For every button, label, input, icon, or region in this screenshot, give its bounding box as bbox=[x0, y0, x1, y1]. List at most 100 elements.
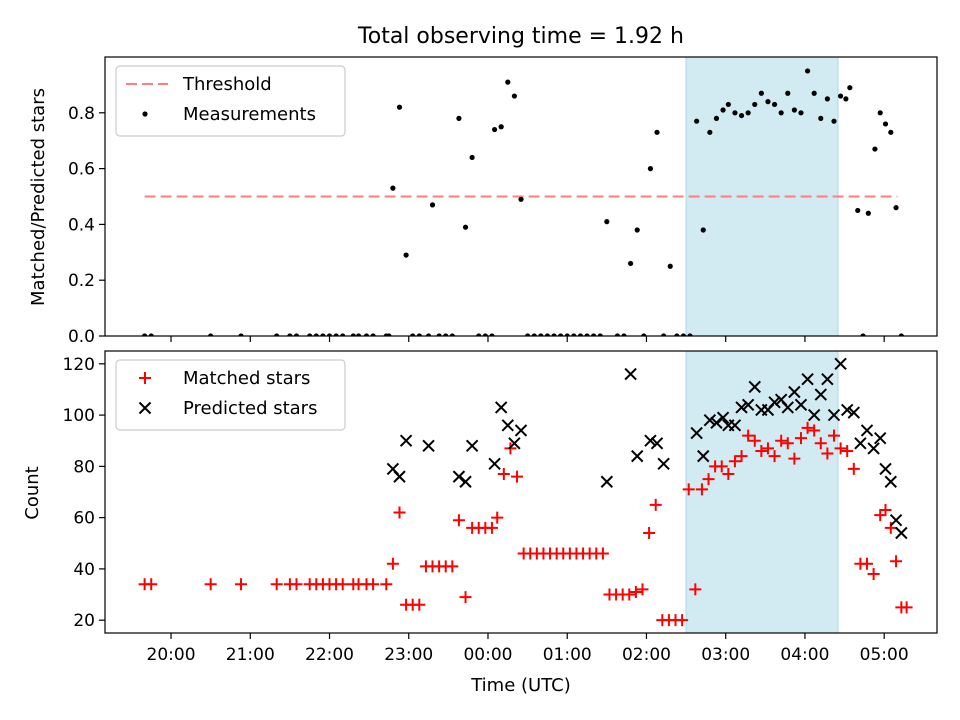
predicted-star-point bbox=[889, 513, 903, 527]
bottom-y-tick-label: 40 bbox=[73, 560, 95, 580]
chart-title: Total observing time = 1.92 h bbox=[357, 24, 684, 49]
matched-star-point bbox=[689, 583, 702, 596]
bottom-plot-area bbox=[138, 357, 913, 627]
measurement-point bbox=[571, 333, 577, 336]
top-y-tick-label: 0.6 bbox=[68, 160, 95, 180]
measurement-point bbox=[396, 104, 403, 110]
measurement-point bbox=[860, 333, 866, 336]
measurement-point bbox=[148, 333, 154, 336]
bottom-y-tick-label: 20 bbox=[73, 611, 95, 631]
matched-star-point bbox=[204, 578, 217, 591]
matched-star-point bbox=[452, 514, 465, 527]
measurement-point bbox=[694, 118, 700, 124]
measurement-point bbox=[824, 96, 830, 102]
predicted-star-point bbox=[514, 424, 528, 437]
bottom-y-axis-label: Count bbox=[22, 466, 43, 519]
top-y-tick-label: 0.0 bbox=[68, 327, 95, 347]
predicted-star-point bbox=[728, 419, 742, 432]
measurement-point bbox=[326, 333, 333, 336]
measurement-point bbox=[456, 115, 462, 121]
measurement-point bbox=[429, 202, 436, 208]
matched-star-point bbox=[722, 468, 735, 481]
matched-star-point bbox=[788, 452, 801, 465]
matched-star-point bbox=[808, 424, 821, 437]
measurement-point bbox=[765, 99, 771, 105]
measurement-point bbox=[680, 333, 687, 336]
x-tick-label: 05:00 bbox=[860, 645, 909, 665]
x-tick-label: 02:00 bbox=[622, 645, 671, 665]
predicted-star-point bbox=[501, 419, 515, 432]
x-tick-label: 23:00 bbox=[384, 645, 433, 665]
legend-predicted-swatch bbox=[138, 401, 152, 415]
measurement-point bbox=[142, 333, 148, 336]
predicted-star-point bbox=[874, 431, 887, 445]
measurement-point bbox=[597, 333, 603, 336]
measurement-point bbox=[505, 79, 511, 85]
measurement-point bbox=[482, 333, 488, 336]
matched-star-point bbox=[702, 473, 715, 486]
measurement-point bbox=[498, 124, 504, 130]
x-tick-label: 04:00 bbox=[780, 645, 829, 665]
predicted-star-point bbox=[703, 414, 717, 427]
top-y-tick-label: 0.4 bbox=[68, 215, 95, 235]
top-legend: Threshold Measurements bbox=[115, 65, 346, 137]
top-legend-box bbox=[115, 65, 346, 137]
matched-star-point bbox=[801, 421, 814, 434]
measurement-point bbox=[390, 185, 396, 191]
predicted-star-point bbox=[399, 434, 413, 447]
measurement-point bbox=[238, 333, 244, 336]
measurement-point bbox=[654, 129, 660, 135]
measurement-point bbox=[604, 219, 610, 225]
predicted-star-point bbox=[657, 457, 670, 471]
measurement-point bbox=[661, 333, 667, 336]
matched-star-point bbox=[841, 444, 854, 457]
measurement-point bbox=[363, 333, 370, 336]
measurement-point bbox=[370, 333, 376, 336]
predicted-star-point bbox=[895, 526, 908, 540]
measurement-point bbox=[758, 90, 764, 96]
predicted-star-point bbox=[600, 475, 614, 488]
legend-label: Matched stars bbox=[183, 368, 310, 389]
measurement-point bbox=[641, 333, 647, 336]
measurement-point bbox=[403, 252, 409, 258]
measurement-point bbox=[410, 333, 416, 336]
measurement-point bbox=[425, 333, 432, 336]
matched-star-point bbox=[413, 598, 426, 611]
measurement-point bbox=[745, 110, 751, 116]
bottom-legend-box bbox=[115, 359, 346, 431]
measurement-point bbox=[831, 118, 837, 124]
matched-star-point bbox=[884, 521, 897, 534]
matched-star-point bbox=[290, 578, 303, 591]
matched-star-point bbox=[900, 601, 913, 614]
measurement-point bbox=[667, 263, 673, 269]
matched-star-point bbox=[623, 588, 636, 601]
measurement-point bbox=[837, 93, 844, 99]
predicted-star-point bbox=[788, 385, 801, 399]
measurement-point bbox=[320, 333, 326, 336]
measurement-point bbox=[847, 85, 853, 91]
measurement-point bbox=[436, 333, 442, 336]
measurement-point bbox=[791, 107, 797, 113]
predicted-star-point bbox=[697, 449, 710, 463]
top-series-1 bbox=[142, 68, 904, 336]
predicted-star-point bbox=[716, 411, 730, 424]
measurement-point bbox=[577, 333, 584, 336]
measurement-point bbox=[804, 68, 811, 74]
matched-star-point bbox=[728, 455, 741, 468]
measurement-point bbox=[771, 101, 778, 108]
measurement-point bbox=[416, 333, 422, 336]
matched-star-point bbox=[847, 462, 860, 475]
measurement-point bbox=[674, 333, 680, 336]
predicted-star-point bbox=[834, 357, 847, 371]
top-axes-frame bbox=[104, 56, 938, 337]
measurement-point bbox=[531, 333, 537, 336]
predicted-star-point bbox=[821, 372, 834, 386]
bottom-panel: 20 40 60 80 100 120 20:00 21:00 22:00 23:00 00:00 0… bbox=[63, 350, 938, 665]
predicted-star-point bbox=[488, 457, 501, 471]
measurement-point bbox=[888, 129, 894, 135]
matched-star-point bbox=[636, 583, 649, 596]
matched-star-point bbox=[485, 521, 498, 534]
measurement-point bbox=[469, 154, 475, 161]
matched-star-point bbox=[393, 506, 406, 519]
predicted-star-point bbox=[690, 426, 703, 440]
